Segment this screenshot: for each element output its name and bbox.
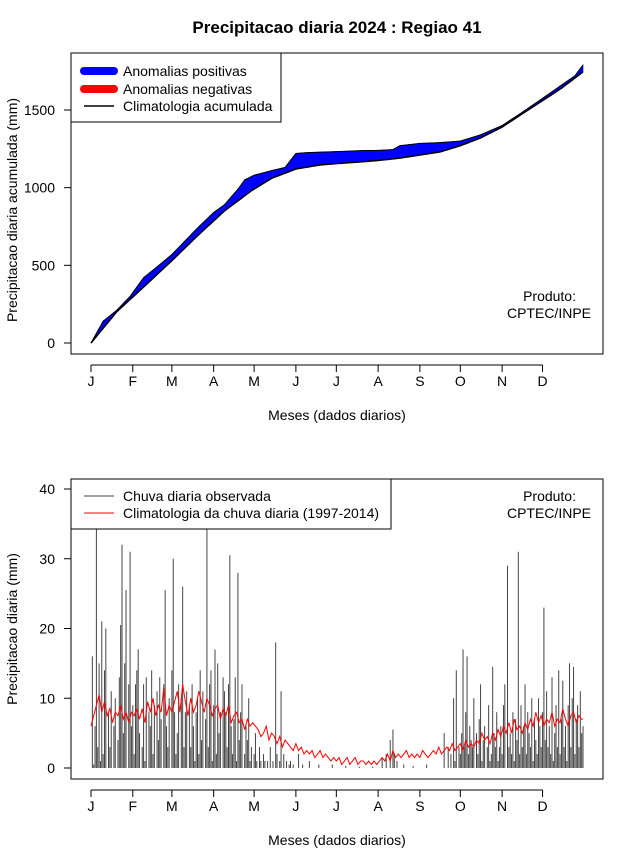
cumulative-x-tick-label: J [88, 373, 95, 389]
cumulative-y-axis: 0 500 1000 1500 [24, 102, 72, 351]
cumulative-x-tick-label: F [129, 373, 138, 389]
daily-y-tick-label: 0 [47, 760, 55, 776]
cumulative-x-tick-label: J [292, 373, 299, 389]
daily-y-tick-label: 10 [39, 690, 55, 706]
daily-y-axis: 0 10 20 30 40 [39, 481, 72, 776]
daily-marks [90, 527, 584, 768]
daily-legend: Chuva diaria observada Climatologia da c… [70, 478, 392, 530]
legend-label-positive: Anomalias positivas [123, 63, 247, 79]
daily-legend-box [70, 478, 392, 530]
daily-x-axis-title: Meses (dados diarios) [268, 832, 406, 848]
cumulative-y-tick-label: 0 [47, 335, 55, 351]
cumulative-y-tick-label: 500 [32, 257, 56, 273]
cumulative-marks [90, 64, 584, 344]
chart-title: Precipitacao diaria 2024 : Regiao 41 [192, 18, 481, 37]
cumulative-chart: 0 500 1000 1500 J F M A M J J A S O N D Meses (dados d… [4, 52, 604, 423]
cumulative-x-tick-label: O [455, 373, 466, 389]
cumulative-x-tick-label: A [373, 373, 383, 389]
daily-y-tick-label: 30 [39, 551, 55, 567]
cumulative-x-tick-label: S [415, 373, 424, 389]
daily-y-tick-label: 40 [39, 481, 55, 497]
legend-label-climatology: Climatologia acumulada [123, 98, 273, 114]
cumulative-product-source: CPTEC/INPE [507, 305, 591, 321]
observed-cumulative-line [90, 64, 584, 344]
daily-y-tick-label: 20 [39, 621, 55, 637]
daily-x-tick-label: J [88, 798, 95, 814]
cumulative-x-tick-label: N [497, 373, 507, 389]
cumulative-y-tick-label: 1500 [24, 102, 55, 118]
daily-x-tick-label: J [292, 798, 299, 814]
cumulative-product-label: Produto: [523, 288, 576, 304]
daily-x-tick-label: M [166, 798, 178, 814]
daily-x-tick-label: N [497, 798, 507, 814]
daily-x-tick-label: M [248, 798, 260, 814]
cumulative-y-tick-label: 1000 [24, 180, 55, 196]
climatology-cumulative-line [90, 71, 584, 344]
daily-y-axis-title: Precipitacao diaria (mm) [4, 553, 20, 705]
cumulative-x-tick-label: J [333, 373, 340, 389]
cumulative-x-tick-label: D [537, 373, 547, 389]
cumulative-x-axis-title: Meses (dados diarios) [268, 407, 406, 423]
daily-x-tick-label: J [333, 798, 340, 814]
legend-label-observed: Chuva diaria observada [123, 488, 271, 504]
cumulative-x-tick-label: M [166, 373, 178, 389]
cumulative-y-axis-title: Precipitacao diaria acumulada (mm) [4, 98, 20, 322]
daily-x-tick-label: A [373, 798, 383, 814]
cumulative-legend: Anomalias positivas Anomalias negativas … [70, 52, 282, 123]
daily-x-tick-label: F [129, 798, 138, 814]
daily-chart: 0 10 20 30 40 J F M A M J J A S O N D Meses (dados diar… [4, 478, 604, 848]
legend-label-negative: Anomalias negativas [123, 81, 252, 97]
legend-label-daily-climatology: Climatologia da chuva diaria (1997-2014) [123, 505, 379, 521]
cumulative-x-tick-label: M [248, 373, 260, 389]
daily-x-tick-label: A [209, 798, 219, 814]
daily-x-tick-label: S [415, 798, 424, 814]
daily-product-label: Produto: [523, 488, 576, 504]
cumulative-x-tick-label: A [209, 373, 219, 389]
daily-x-tick-label: D [537, 798, 547, 814]
daily-x-tick-label: O [455, 798, 466, 814]
daily-climatology-line [90, 684, 583, 766]
daily-product-source: CPTEC/INPE [507, 505, 591, 521]
